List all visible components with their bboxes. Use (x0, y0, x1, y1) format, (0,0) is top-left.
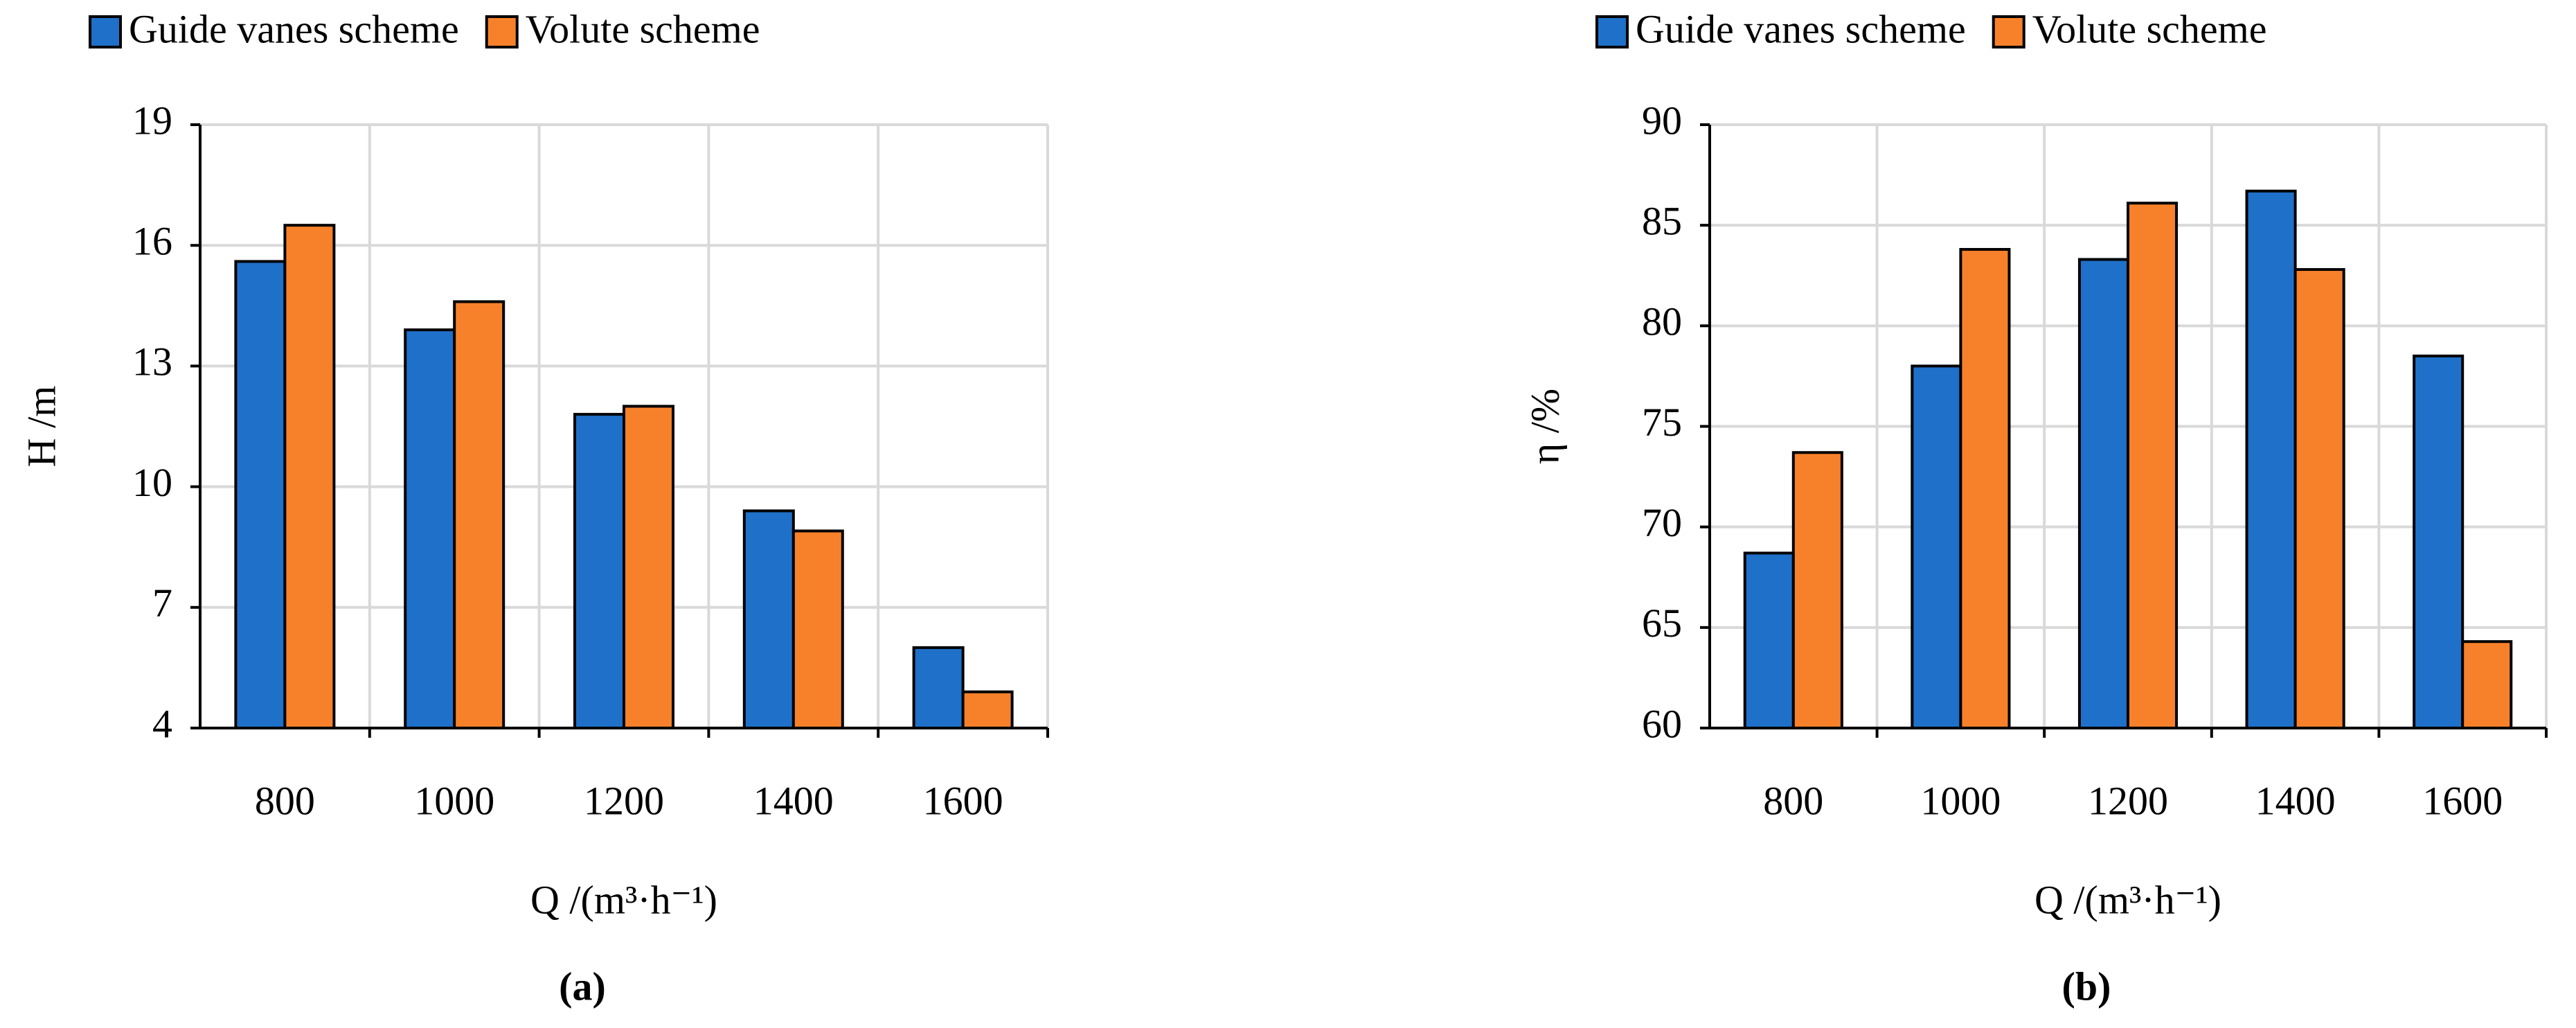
y-axis-label: H /m (19, 386, 64, 468)
bar (791, 529, 844, 729)
bar (2293, 268, 2345, 730)
bar (1911, 364, 1962, 729)
legend-swatch (1992, 15, 2025, 48)
bar (2245, 189, 2297, 729)
legend-label: Guide vanes scheme (1636, 6, 1966, 51)
caption: (a) (559, 964, 606, 1009)
legend-label: Volute scheme (2032, 6, 2267, 51)
x-axis-label: Q /(m³·h⁻¹) (530, 877, 717, 922)
bar (912, 646, 965, 729)
x-tick-label: 800 (1763, 778, 1823, 823)
bar (623, 405, 674, 729)
y-tick-label: 16 (132, 219, 172, 264)
bar (2461, 640, 2513, 730)
bar (404, 328, 456, 729)
y-tick-label: 7 (152, 581, 172, 626)
y-tick-label: 80 (1642, 299, 1682, 344)
bar (1791, 451, 1843, 729)
legend-label: Guide vanes scheme (129, 6, 459, 51)
y-tick-label: 19 (132, 98, 172, 143)
bar (2077, 258, 2130, 730)
y-tick-label: 85 (1642, 198, 1682, 243)
y-tick-label: 65 (1642, 601, 1682, 646)
legend-swatch (485, 15, 519, 48)
x-axis-label: Q /(m³·h⁻¹) (2034, 877, 2221, 922)
x-tick-label: 1000 (414, 778, 494, 823)
bar (1959, 248, 2011, 729)
y-tick-label: 10 (132, 460, 172, 505)
bar (453, 300, 506, 729)
y-tick-label: 75 (1642, 400, 1682, 445)
bar (234, 260, 287, 729)
bar (2413, 354, 2465, 729)
y-tick-label: 13 (132, 339, 172, 384)
x-tick-label: 1200 (2088, 778, 2168, 823)
bar (2127, 202, 2179, 730)
y-tick-label: 70 (1642, 500, 1682, 545)
x-tick-label: 1200 (584, 778, 664, 823)
y-tick-label: 60 (1642, 701, 1682, 746)
y-axis-label: η /% (1522, 389, 1567, 464)
legend-label: Volute scheme (526, 6, 760, 51)
caption: (b) (2062, 964, 2111, 1009)
x-tick-label: 1400 (753, 778, 834, 823)
bar (742, 509, 795, 729)
y-tick-label: 90 (1642, 98, 1682, 143)
x-tick-label: 1400 (2255, 778, 2336, 823)
bar (1743, 551, 1795, 729)
bar (573, 413, 625, 730)
x-tick-label: 1600 (2422, 778, 2503, 823)
y-tick-label: 4 (152, 701, 172, 746)
x-tick-label: 1600 (923, 778, 1003, 823)
bar (283, 224, 336, 729)
legend-swatch (1595, 15, 1629, 48)
x-tick-label: 1000 (1920, 778, 2001, 823)
legend-swatch (89, 15, 122, 48)
x-tick-label: 800 (255, 778, 315, 823)
bar (961, 690, 1014, 729)
